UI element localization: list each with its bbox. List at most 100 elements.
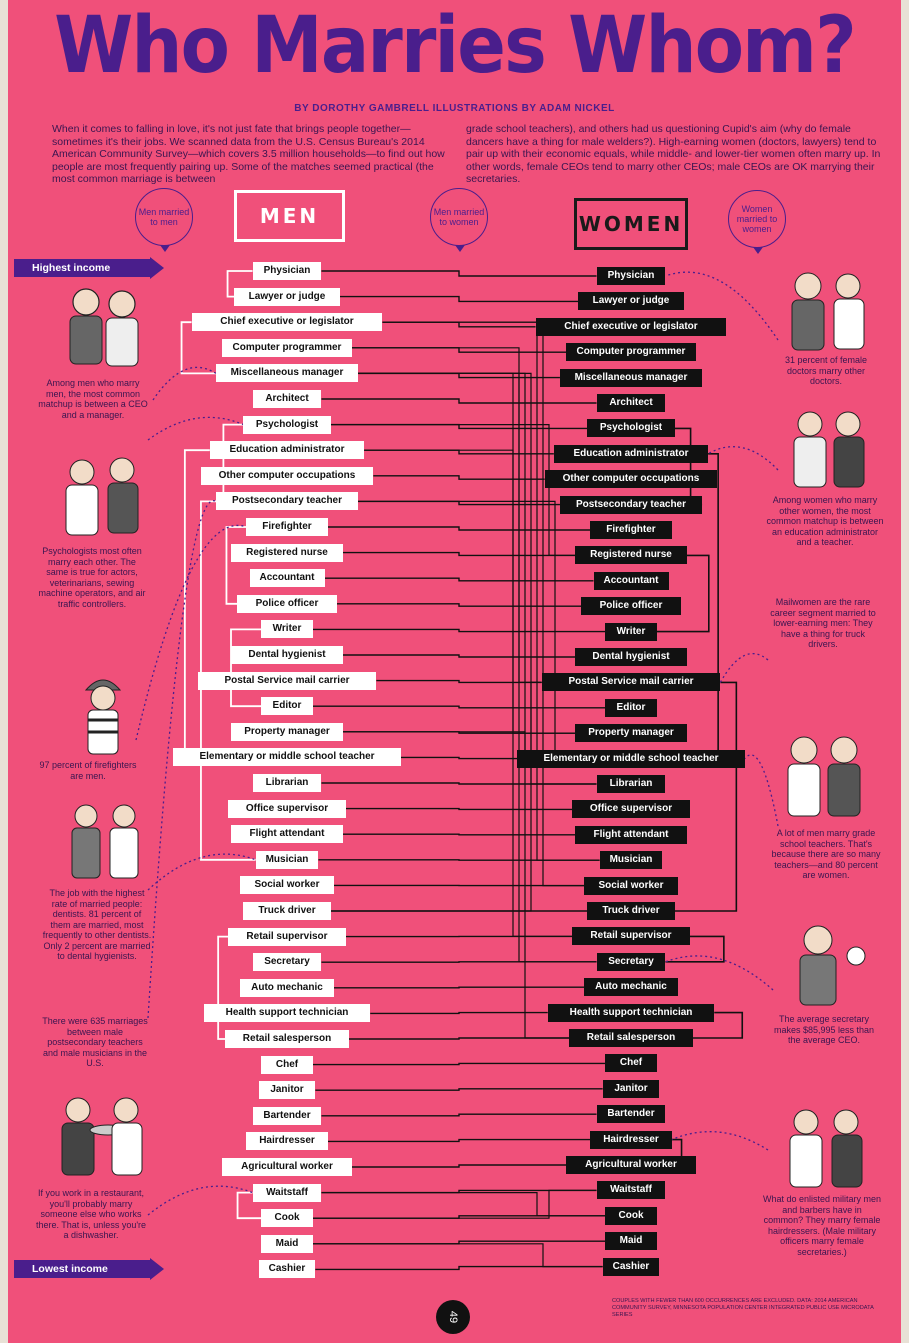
connection-lines xyxy=(135,270,779,1271)
women-label-miscellaneous-manager: Miscellaneous manager xyxy=(559,368,703,387)
men-label-registered-nurse: Registered nurse xyxy=(231,543,343,562)
women-label-writer: Writer xyxy=(605,622,657,641)
women-label-musician: Musician xyxy=(599,851,663,870)
women-label-dental-hygienist: Dental hygienist xyxy=(575,648,687,666)
men-label-other-computer-occupations: Other computer occupations xyxy=(200,466,374,485)
men-label-editor: Editor xyxy=(261,697,313,716)
women-label-hairdresser: Hairdresser xyxy=(590,1130,672,1149)
women-label-editor: Editor xyxy=(605,698,657,717)
men-label-elementary-or-middle-school-teacher: Elementary or middle school teacher xyxy=(173,748,401,767)
men-label-truck-driver: Truck driver xyxy=(243,902,331,920)
women-label-computer-programmer: Computer programmer xyxy=(566,343,696,362)
men-label-maid: Maid xyxy=(261,1234,313,1253)
men-label-auto-mechanic: Auto mechanic xyxy=(240,978,334,997)
note-mailwomen: Mailwomen are the rare career segment ma… xyxy=(770,597,876,649)
men-label-musician: Musician xyxy=(255,850,319,869)
bubble-men-married-to-men: Men married to men xyxy=(135,188,193,252)
men-label-health-support-technician: Health support technician xyxy=(203,1004,371,1023)
highest-income-arrow: Highest income xyxy=(14,257,164,279)
men-header: MEN xyxy=(234,190,345,242)
intro-left: When it comes to falling in love, it's n… xyxy=(52,123,445,186)
men-label-hairdresser: Hairdresser xyxy=(246,1132,328,1151)
men-label-retail-salesperson: Retail salesperson xyxy=(225,1030,349,1048)
women-label-health-support-technician: Health support technician xyxy=(547,1003,715,1022)
women-label-cashier: Cashier xyxy=(602,1257,660,1276)
note-dentists: The job with the highest rate of married… xyxy=(42,888,152,961)
women-label-office-supervisor: Office supervisor xyxy=(572,800,690,819)
women-label-auto-mechanic: Auto mechanic xyxy=(584,978,678,997)
women-label-truck-driver: Truck driver xyxy=(587,902,675,920)
women-label-property-manager: Property manager xyxy=(575,724,687,743)
women-label-retail-salesperson: Retail salesperson xyxy=(569,1029,693,1047)
men-label-firefighter: Firefighter xyxy=(246,518,328,536)
women-label-postsecondary-teacher: Postsecondary teacher xyxy=(559,495,703,514)
men-label-waitstaff: Waitstaff xyxy=(252,1183,322,1202)
illustration-ceo-money xyxy=(799,925,866,1006)
men-label-bartender: Bartender xyxy=(252,1106,322,1125)
women-label-architect: Architect xyxy=(596,394,666,412)
bubble-men-married-to-women: Men married to women xyxy=(430,188,488,252)
men-label-social-worker: Social worker xyxy=(240,876,334,895)
men-label-cook: Cook xyxy=(261,1209,313,1228)
women-label-flight-attendant: Flight attendant xyxy=(575,825,687,844)
note-secretary-ceo: The average secretary makes $85,995 less… xyxy=(773,1014,875,1045)
women-header: WOMEN xyxy=(574,198,688,250)
note-firefighters: 97 percent of firefighters are men. xyxy=(39,760,137,781)
women-label-accountant: Accountant xyxy=(593,571,669,590)
men-label-postsecondary-teacher: Postsecondary teacher xyxy=(215,492,359,511)
men-label-accountant: Accountant xyxy=(249,569,325,588)
men-label-physician: Physician xyxy=(252,262,322,280)
men-label-chief-executive-or-legislator: Chief executive or legislator xyxy=(191,313,383,332)
men-label-agricultural-worker: Agricultural worker xyxy=(222,1158,352,1176)
illustration-hairdresser xyxy=(789,1109,863,1188)
men-label-psychologist: Psychologist xyxy=(243,415,331,434)
women-label-psychologist: Psychologist xyxy=(587,419,675,438)
illustration-teachers xyxy=(787,736,861,817)
page-number: 49 xyxy=(436,1300,470,1334)
note-military-barbers: What do enlisted military men and barber… xyxy=(762,1194,882,1257)
illustration-psychologists xyxy=(65,457,139,536)
men-label-office-supervisor: Office supervisor xyxy=(228,799,346,818)
men-label-writer: Writer xyxy=(261,620,313,639)
women-label-police-officer: Police officer xyxy=(581,597,681,616)
men-label-education-administrator: Education administrator xyxy=(209,441,365,460)
women-label-registered-nurse: Registered nurse xyxy=(575,546,687,565)
women-label-postal-service-mail-carrier: Postal Service mail carrier xyxy=(541,673,721,692)
men-label-postal-service-mail-carrier: Postal Service mail carrier xyxy=(197,671,377,690)
lowest-income-arrow: Lowest income xyxy=(14,1258,164,1280)
women-label-librarian: Librarian xyxy=(596,775,666,793)
men-label-property-manager: Property manager xyxy=(231,722,343,741)
women-label-secretary: Secretary xyxy=(596,952,666,971)
women-label-education-administrator: Education administrator xyxy=(553,444,709,463)
footnote: COUPLES WITH FEWER THAN 600 OCCURRENCES … xyxy=(612,1298,874,1318)
byline: BY DOROTHY GAMBRELL ILLUSTRATIONS BY ADA… xyxy=(294,103,615,114)
women-label-chief-executive-or-legislator: Chief executive or legislator xyxy=(535,317,727,336)
note-postsecondary-musicians: There were 635 marriages between male po… xyxy=(42,1016,148,1068)
women-label-chef: Chef xyxy=(605,1054,657,1073)
women-label-lawyer-or-judge: Lawyer or judge xyxy=(578,292,684,311)
women-label-cook: Cook xyxy=(605,1206,657,1225)
intro-right: grade school teachers), and others had u… xyxy=(466,123,881,186)
women-label-maid: Maid xyxy=(605,1232,657,1251)
women-label-firefighter: Firefighter xyxy=(590,521,672,539)
note-teachers: A lot of men marry grade school teachers… xyxy=(771,828,881,880)
men-label-secretary: Secretary xyxy=(252,953,322,972)
men-label-lawyer-or-judge: Lawyer or judge xyxy=(234,287,340,306)
page-title: Who Marries Whom? xyxy=(54,1,857,91)
men-label-chef: Chef xyxy=(261,1055,313,1074)
men-label-computer-programmer: Computer programmer xyxy=(222,338,352,357)
magazine-page: Who Marries Whom? BY DOROTHY GAMBRELL IL… xyxy=(8,0,901,1343)
note-women-marry-women: Among women who marry other women, the m… xyxy=(766,495,884,547)
bubble-women-married-to-women: Women married to women xyxy=(728,190,786,254)
men-label-cashier: Cashier xyxy=(258,1260,316,1279)
illustration-doctors xyxy=(791,272,865,351)
men-label-police-officer: Police officer xyxy=(237,594,337,613)
note-ceo-manager: Among men who marry men, the most common… xyxy=(38,378,148,420)
men-label-librarian: Librarian xyxy=(252,774,322,792)
men-label-architect: Architect xyxy=(252,390,322,408)
note-restaurant: If you work in a restaurant, you'll prob… xyxy=(35,1188,147,1240)
women-label-other-computer-occupations: Other computer occupations xyxy=(544,470,718,489)
note-psychologists: Psychologists most often marry each othe… xyxy=(38,546,146,609)
women-label-social-worker: Social worker xyxy=(584,876,678,895)
women-label-elementary-or-middle-school-teacher: Elementary or middle school teacher xyxy=(517,749,745,768)
